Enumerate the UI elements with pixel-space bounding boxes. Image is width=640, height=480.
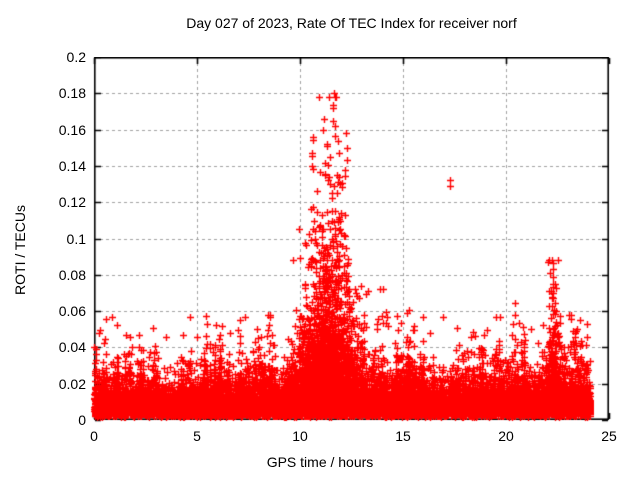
y-tick-label: 0.06 — [58, 303, 86, 320]
y-tick-label: 0.1 — [66, 230, 86, 247]
y-tick-label: 0.2 — [66, 49, 86, 65]
y-axis-label: ROTI / TECUs — [12, 205, 28, 295]
y-tick-label: 0.02 — [58, 375, 86, 392]
x-tick-label: 10 — [292, 428, 308, 444]
plot-area — [90, 57, 613, 425]
x-tick-label: 5 — [193, 428, 201, 444]
chart-title: Day 027 of 2023, Rate Of TEC Index for r… — [186, 15, 517, 31]
y-tick-label: 0.16 — [58, 121, 86, 138]
y-tick-label: 0.12 — [58, 194, 86, 211]
x-tick-label: 0 — [90, 428, 98, 444]
x-tick-label: 20 — [498, 428, 514, 444]
y-tick-label: 0.08 — [58, 266, 86, 283]
x-axis-label: GPS time / hours — [266, 454, 374, 470]
x-tick-label: 15 — [395, 428, 411, 444]
y-tick-label: 0.18 — [58, 85, 86, 102]
y-tick-label: 0.14 — [58, 157, 86, 174]
y-tick-label: 0.04 — [58, 339, 86, 356]
x-tick-label: 25 — [601, 428, 617, 444]
y-tick-label: 0 — [78, 412, 86, 428]
